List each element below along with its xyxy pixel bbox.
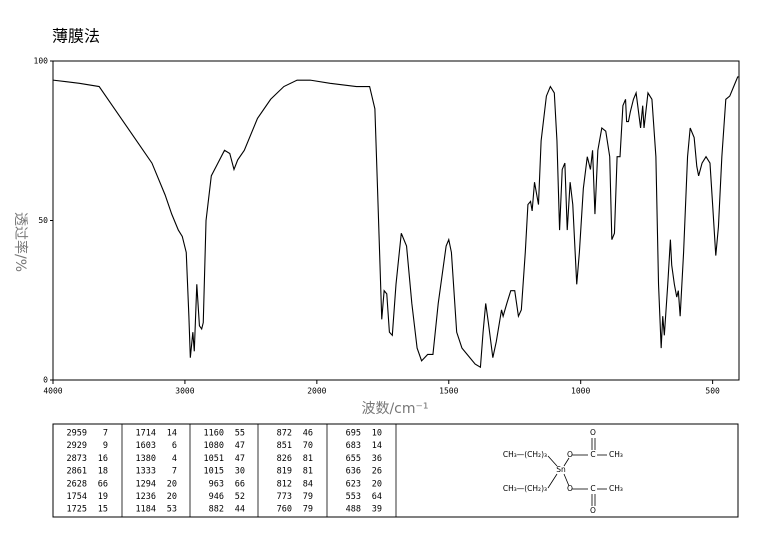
x-tick-label: 1000	[571, 387, 590, 396]
peak-wavenumber: 1015	[204, 467, 224, 477]
peak-transmittance: 7	[172, 467, 177, 477]
peak-transmittance: 20	[167, 479, 177, 489]
x-axis-label: 波数/cm⁻¹	[361, 401, 428, 417]
peak-transmittance: 81	[303, 467, 313, 477]
peak-wavenumber: 1714	[136, 429, 156, 439]
structure-label: CH₃—(CH₂)₃	[503, 450, 547, 459]
peak-transmittance: 19	[98, 492, 108, 502]
peak-wavenumber: 819	[277, 467, 292, 477]
y-tick-label: 0	[43, 376, 48, 385]
peak-transmittance: 30	[235, 467, 245, 477]
peak-wavenumber: 1380	[136, 454, 156, 464]
peak-wavenumber: 1051	[204, 454, 224, 464]
peak-transmittance: 16	[98, 454, 108, 464]
peak-wavenumber: 946	[209, 492, 224, 502]
peak-transmittance: 26	[372, 467, 382, 477]
peak-transmittance: 14	[167, 429, 177, 439]
peak-transmittance: 18	[98, 467, 108, 477]
peak-wavenumber: 812	[277, 479, 292, 489]
peak-transmittance: 10	[372, 429, 382, 439]
peak-transmittance: 47	[235, 441, 245, 451]
peak-transmittance: 47	[235, 454, 245, 464]
peak-wavenumber: 488	[346, 505, 361, 515]
peak-wavenumber: 826	[277, 454, 292, 464]
peak-wavenumber: 872	[277, 429, 292, 439]
peak-wavenumber: 773	[277, 492, 292, 502]
peak-wavenumber: 2861	[67, 467, 87, 477]
peak-transmittance: 79	[303, 492, 313, 502]
peak-transmittance: 84	[303, 479, 313, 489]
y-tick-label: 100	[34, 57, 49, 66]
peak-wavenumber: 1184	[136, 505, 156, 515]
peak-wavenumber: 1080	[204, 441, 224, 451]
peak-wavenumber: 683	[346, 441, 361, 451]
structure-label: C	[590, 450, 595, 459]
peak-transmittance: 6	[172, 441, 177, 451]
peak-transmittance: 20	[167, 492, 177, 502]
x-tick-label: 500	[705, 387, 720, 396]
peak-transmittance: 14	[372, 441, 382, 451]
y-tick-label: 50	[38, 216, 48, 225]
peak-wavenumber: 1603	[136, 441, 156, 451]
peak-transmittance: 44	[235, 505, 245, 515]
peak-wavenumber: 2959	[67, 429, 87, 439]
peak-wavenumber: 1754	[67, 492, 87, 502]
peak-transmittance: 79	[303, 505, 313, 515]
peak-wavenumber: 655	[346, 454, 361, 464]
peak-wavenumber: 882	[209, 505, 224, 515]
x-tick-label: 2000	[307, 387, 326, 396]
peak-transmittance: 70	[303, 441, 313, 451]
peak-transmittance: 66	[235, 479, 245, 489]
structure-label: O	[567, 484, 573, 493]
table-frame	[52, 423, 739, 518]
structure-label: CH₃—(CH₂)₃	[503, 484, 547, 493]
structure-bonds	[547, 438, 607, 506]
peak-wavenumber: 2929	[67, 441, 87, 451]
peak-transmittance: 20	[372, 479, 382, 489]
peak-transmittance: 36	[372, 454, 382, 464]
peak-transmittance: 66	[98, 479, 108, 489]
peak-transmittance: 15	[98, 505, 108, 515]
peak-wavenumber: 2873	[67, 454, 87, 464]
structure-label: CH₃	[609, 484, 623, 493]
structure-label: O	[590, 428, 596, 437]
peak-transmittance: 9	[103, 441, 108, 451]
peak-wavenumber: 636	[346, 467, 361, 477]
structure-label: CH₃	[609, 450, 623, 459]
peak-transmittance: 55	[235, 429, 245, 439]
structure-label: O	[590, 506, 596, 515]
peak-wavenumber: 1333	[136, 467, 156, 477]
peak-wavenumber: 553	[346, 492, 361, 502]
peak-transmittance: 4	[172, 454, 177, 464]
peak-wavenumber: 760	[277, 505, 292, 515]
peak-wavenumber: 851	[277, 441, 292, 451]
peak-wavenumber: 1725	[67, 505, 87, 515]
peak-transmittance: 46	[303, 429, 313, 439]
structure-label: O	[567, 450, 573, 459]
structure-label: Sn	[556, 465, 566, 474]
x-tick-label: 3000	[175, 387, 194, 396]
peak-transmittance: 81	[303, 454, 313, 464]
peak-transmittance: 53	[167, 505, 177, 515]
x-tick-label: 1500	[439, 387, 458, 396]
peak-transmittance: 64	[372, 492, 382, 502]
peak-wavenumber: 1236	[136, 492, 156, 502]
peak-wavenumber: 1294	[136, 479, 156, 489]
chart-title: 薄膜法	[52, 27, 100, 46]
peak-wavenumber: 963	[209, 479, 224, 489]
peak-transmittance: 7	[103, 429, 108, 439]
peak-transmittance: 52	[235, 492, 245, 502]
spectrum-line	[52, 76, 739, 369]
peak-wavenumber: 1160	[204, 429, 224, 439]
peak-wavenumber: 623	[346, 479, 361, 489]
peak-wavenumber: 2628	[67, 479, 87, 489]
structure-label: C	[590, 484, 595, 493]
x-tick-label: 4000	[43, 387, 62, 396]
peak-wavenumber: 695	[346, 429, 361, 439]
plot-frame	[52, 60, 740, 381]
peak-transmittance: 39	[372, 505, 382, 515]
y-axis-label: 透过率/%	[12, 212, 29, 272]
